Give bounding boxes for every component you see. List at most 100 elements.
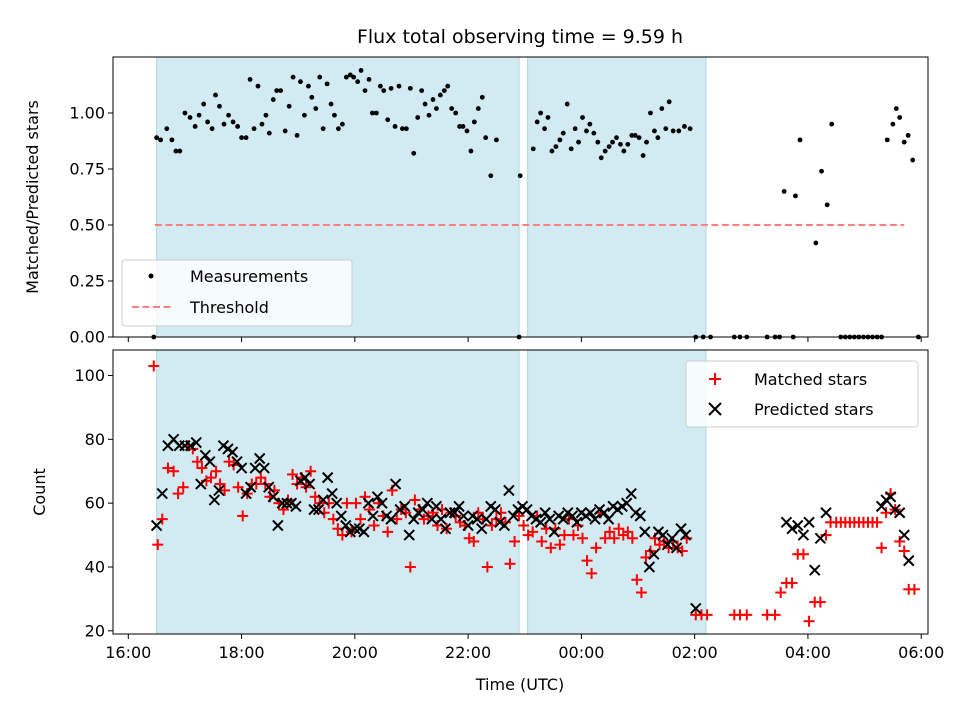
predicted-star-point bbox=[367, 510, 379, 522]
y-tick-label: 0.00 bbox=[69, 328, 105, 347]
measurement-point bbox=[419, 88, 425, 93]
predicted-star-point bbox=[625, 487, 637, 500]
measurement-point bbox=[829, 121, 835, 127]
measurement-point bbox=[362, 88, 368, 93]
predicted-star-point bbox=[244, 481, 257, 493]
measurement-point bbox=[381, 88, 387, 93]
measurement-point bbox=[572, 126, 578, 132]
measurement-point bbox=[201, 101, 207, 107]
matched-star-point bbox=[880, 507, 892, 519]
predicted-star-point bbox=[471, 513, 483, 525]
measurement-point bbox=[411, 150, 417, 156]
measurement-point bbox=[320, 126, 326, 132]
matched-star-point bbox=[404, 561, 416, 573]
measurement-point bbox=[336, 126, 341, 132]
predicted-star-point bbox=[417, 503, 429, 516]
matched-star-point bbox=[237, 510, 249, 522]
predicted-star-point bbox=[258, 462, 270, 474]
measurement-point bbox=[587, 121, 593, 127]
predicted-star-point bbox=[321, 471, 334, 484]
matched-star-point bbox=[577, 532, 589, 544]
measurement-point bbox=[437, 92, 443, 98]
matched-star-point bbox=[567, 529, 579, 541]
measurement-point bbox=[217, 103, 222, 109]
predicted-star-point bbox=[620, 497, 633, 509]
predicted-star-point bbox=[797, 529, 810, 541]
predicted-star-point bbox=[893, 507, 906, 519]
measurement-point bbox=[278, 88, 284, 93]
predicted-star-point bbox=[439, 522, 452, 535]
matched-star-point bbox=[172, 488, 184, 500]
matched-star-point bbox=[741, 609, 753, 621]
predicted-star-point bbox=[898, 529, 910, 541]
measurement-point bbox=[221, 121, 227, 127]
predicted-star-point bbox=[634, 510, 646, 522]
y-tick-label: 1.00 bbox=[69, 104, 105, 123]
measurement-point bbox=[471, 119, 477, 125]
matched-star-point bbox=[786, 577, 798, 589]
predicted-star-point bbox=[679, 529, 692, 541]
measurement-point bbox=[602, 148, 608, 154]
matched-star-point bbox=[152, 539, 164, 551]
x-tick-label: 04:00 bbox=[785, 643, 831, 662]
measurement-point bbox=[475, 106, 481, 111]
top-y-axis: 0.00 0.25 0.50 0.75 1.00 bbox=[69, 104, 113, 347]
predicted-star-point bbox=[602, 513, 615, 525]
measurement-point bbox=[618, 141, 623, 147]
shaded-interval-2 bbox=[527, 349, 707, 635]
predicted-star-point bbox=[480, 513, 492, 525]
matched-star-point bbox=[368, 520, 380, 532]
matched-star-point bbox=[210, 465, 222, 477]
matched-star-point bbox=[162, 462, 174, 474]
measurement-point bbox=[266, 130, 272, 136]
measurement-point bbox=[154, 135, 160, 141]
measurement-point bbox=[226, 112, 231, 118]
measurement-point bbox=[332, 112, 337, 118]
matched-star-point bbox=[586, 567, 598, 579]
matched-star-point bbox=[626, 532, 638, 544]
predicted-star-point bbox=[253, 452, 266, 465]
matched-star-point bbox=[635, 587, 647, 599]
predicted-star-point bbox=[303, 478, 316, 490]
predicted-star-point bbox=[589, 513, 601, 525]
predicted-star-point bbox=[184, 440, 197, 452]
matched-star-point bbox=[468, 535, 480, 547]
measurement-point bbox=[625, 141, 631, 147]
matched-star-point bbox=[775, 587, 787, 599]
measurement-point bbox=[369, 110, 375, 116]
predicted-star-point bbox=[690, 602, 702, 615]
measurement-point bbox=[343, 74, 349, 80]
measurement-point bbox=[781, 189, 787, 194]
measurement-point bbox=[534, 119, 540, 125]
measurement-point bbox=[557, 137, 563, 143]
matched-star-point bbox=[509, 535, 521, 547]
y-tick-label: 100 bbox=[74, 366, 105, 385]
y-tick-label: 20 bbox=[85, 621, 105, 640]
measurement-point bbox=[460, 124, 466, 129]
measurement-point bbox=[426, 112, 432, 118]
measurement-point bbox=[328, 101, 334, 107]
predicted-star-point bbox=[803, 516, 815, 529]
matched-star-point bbox=[876, 542, 888, 554]
measurement-point bbox=[400, 126, 405, 132]
predicted-star-point bbox=[263, 481, 275, 493]
predicted-star-point bbox=[792, 519, 804, 532]
measurement-point bbox=[355, 79, 361, 85]
predicted-star-point bbox=[521, 503, 533, 516]
measurement-point bbox=[445, 83, 451, 89]
predicted-star-point bbox=[249, 462, 261, 474]
predicted-star-point bbox=[786, 522, 798, 535]
predicted-star-point bbox=[208, 494, 221, 506]
matched-star-point bbox=[894, 535, 906, 547]
measurement-point bbox=[553, 144, 559, 150]
matched-star-point bbox=[481, 561, 493, 573]
measurement-point bbox=[901, 139, 907, 145]
measurement-point bbox=[568, 146, 574, 152]
top-panel: 0.00 0.25 0.50 0.75 1.00 Matched/Predicted s… bbox=[23, 56, 929, 347]
matched-star-point bbox=[518, 520, 530, 532]
measurement-point bbox=[464, 128, 470, 134]
predicted-star-point bbox=[331, 497, 343, 509]
measurement-point bbox=[313, 106, 319, 111]
predicted-star-point bbox=[408, 513, 420, 525]
